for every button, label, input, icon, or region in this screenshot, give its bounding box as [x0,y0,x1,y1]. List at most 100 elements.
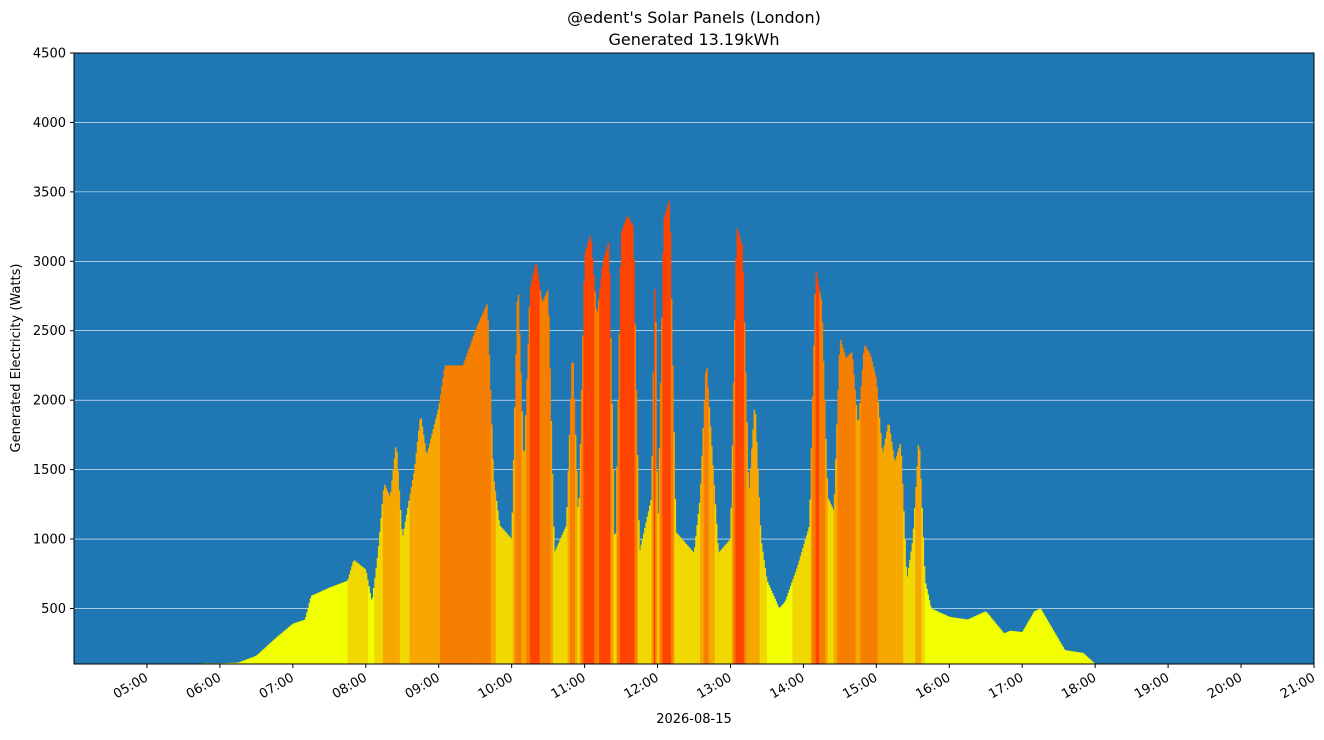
y-tick-label: 2000 [33,394,66,409]
power-bar [369,592,371,664]
power-bar [287,627,290,664]
power-bar [472,335,475,664]
power-bar [1041,611,1044,664]
power-bar [632,225,634,665]
power-bar [345,581,347,664]
power-bar [731,445,734,664]
power-bar [759,525,762,664]
power-bar [510,538,512,664]
power-bar [629,221,632,664]
power-bar [264,647,267,664]
power-bar [928,600,931,664]
power-bar [346,580,348,664]
power-bar [675,532,678,664]
power-bar [275,637,278,664]
power-bar [526,379,528,664]
power-bar [690,549,692,664]
power-bar [322,590,324,664]
power-bar [379,532,381,664]
power-bar [410,486,413,664]
power-bar [470,342,472,664]
power-bar [441,386,443,664]
power-bar [1066,650,1068,664]
power-bar [783,602,786,664]
power-bar [1055,634,1057,664]
power-bar [393,458,396,664]
power-bar [241,660,244,664]
x-tick-label: 11:00 [549,670,589,702]
power-bar [883,445,886,664]
power-bar [729,539,731,664]
power-bar [623,224,626,665]
power-bar [447,365,449,664]
power-bar [697,514,700,664]
power-bar [619,266,622,664]
power-bar [831,507,833,664]
power-bar [556,545,559,664]
power-bar [308,603,311,664]
power-bar [518,333,521,664]
power-bar [763,559,765,664]
power-bar [228,662,230,664]
power-bar [229,662,232,664]
power-bar [351,566,353,664]
power-bar [776,604,779,664]
power-bar [302,620,305,664]
power-bar [639,550,641,664]
power-bar [442,377,444,664]
x-tick-label: 12:00 [622,670,662,702]
power-bar [459,365,461,664]
power-bar [267,645,269,664]
power-bar [578,498,581,664]
power-bar [262,649,264,664]
power-bar [363,568,365,664]
power-bar [1000,629,1002,664]
power-bar [900,455,903,664]
power-bar [504,531,506,664]
power-bar [1001,631,1004,664]
power-bar [382,490,385,664]
power-bar [735,257,737,664]
power-bar [785,599,787,664]
power-bar [405,514,408,664]
power-bar [745,372,747,664]
power-bar [977,614,979,664]
power-bar [962,618,965,664]
power-bar [818,285,820,664]
power-bar [525,415,527,664]
power-bar [314,594,317,664]
power-bar [777,607,780,664]
power-bar [552,526,555,664]
power-bar [450,365,453,664]
power-bar [1068,650,1070,664]
power-bar [273,639,275,664]
power-bar [849,353,852,664]
power-bar [356,562,358,664]
power-bar [664,213,667,664]
power-bar [535,265,538,664]
power-bar [952,617,955,664]
power-bar [848,355,850,664]
power-bar [533,269,536,664]
power-bar [797,564,799,664]
power-bar [401,529,403,664]
power-bar [633,259,635,664]
power-bar [481,315,483,664]
power-bar [392,469,395,664]
power-bar [537,273,539,664]
power-bar [427,448,430,664]
power-bar [1070,651,1073,664]
power-bar [663,217,666,664]
chart-title: @edent's Solar Panels (London) [567,8,821,27]
power-bar [548,315,550,664]
power-bar [371,597,374,664]
power-bar [246,659,249,664]
power-bar [740,241,742,665]
power-bar [736,228,739,664]
power-bar [358,564,361,664]
power-bar [471,339,474,664]
power-bar [573,398,576,664]
power-bar [364,569,367,664]
power-bar [811,396,814,664]
